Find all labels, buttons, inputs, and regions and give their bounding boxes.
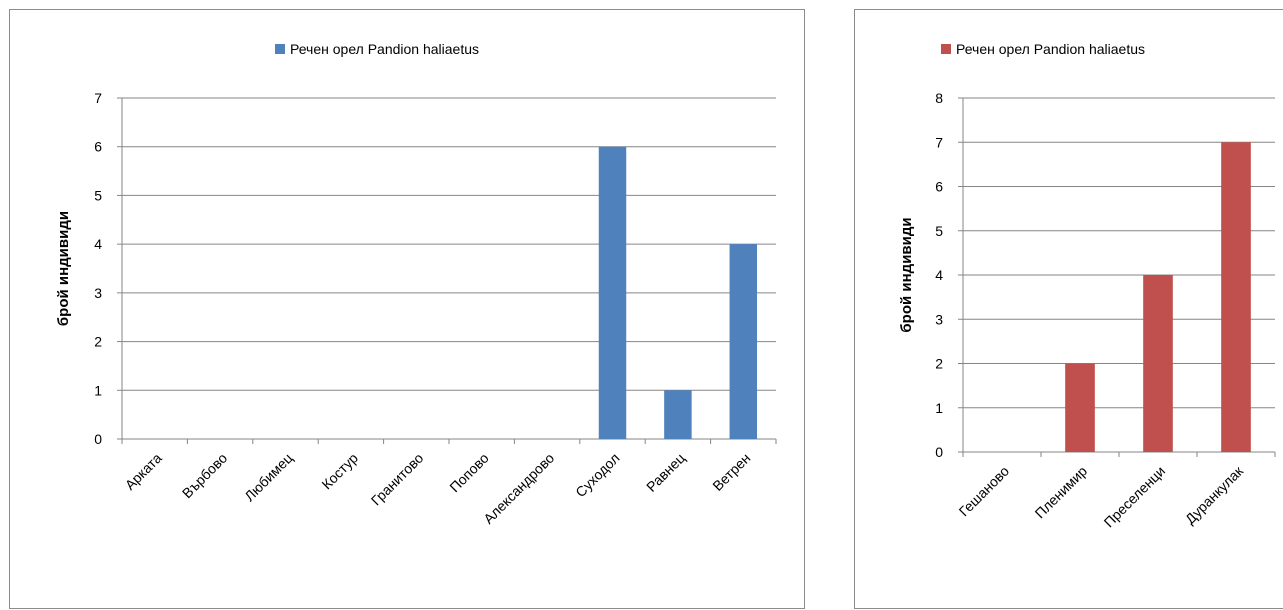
y-tick-label: 0 — [935, 444, 943, 460]
y-tick-label: 6 — [94, 139, 102, 155]
x-tick-label: Дуранкулак — [1182, 462, 1247, 527]
bar-Пленимир — [1065, 363, 1095, 452]
bar-Преселенци — [1143, 275, 1173, 452]
y-tick-label: 7 — [94, 90, 102, 106]
x-tick-label: Костур — [318, 450, 361, 493]
y-tick-label: 5 — [935, 223, 943, 239]
legend-swatch — [941, 44, 951, 54]
y-tick-label: 4 — [94, 236, 102, 252]
legend-label: Речен орел Pandion haliaetus — [956, 41, 1145, 57]
y-tick-label: 1 — [94, 382, 102, 398]
x-tick-label: Арката — [122, 450, 165, 493]
y-tick-label: 1 — [935, 400, 943, 416]
x-tick-label: Гранитово — [368, 450, 427, 509]
x-tick-label: Попово — [446, 450, 492, 496]
y-axis-label: брой индивиди — [898, 217, 915, 332]
x-tick-label: Ветрен — [709, 450, 753, 494]
x-tick-label: Любимец — [241, 450, 295, 504]
bar-Равнец — [664, 390, 692, 439]
y-tick-label: 2 — [94, 334, 102, 350]
x-tick-label: Равнец — [643, 450, 688, 495]
y-tick-label: 0 — [94, 431, 102, 447]
x-tick-label: Суходол — [572, 450, 622, 500]
y-tick-label: 3 — [935, 311, 943, 327]
y-tick-label: 7 — [935, 134, 943, 150]
chart-panel-right: 0 1 2 3 4 5 6 7 8 Гешаново Пленимир Преселенци Дуран… — [854, 9, 1283, 609]
x-tick-label: Гешаново — [956, 463, 1013, 520]
legend-label: Речен орел Pandion haliaetus — [290, 41, 479, 57]
bar-chart-right: 0 1 2 3 4 5 6 7 8 Гешаново Пленимир Преселенци Дуран… — [898, 41, 1276, 531]
y-tick-label: 3 — [94, 285, 102, 301]
y-tick-label: 2 — [935, 356, 943, 372]
y-tick-label: 8 — [935, 90, 943, 106]
legend-swatch — [275, 44, 285, 54]
y-tick-label: 5 — [94, 187, 102, 203]
bar-chart-left: 0 1 2 3 4 5 6 7 Арката Върбово Любимец Костур Гранит… — [55, 41, 777, 527]
bar-Суходол — [598, 146, 627, 439]
y-axis-label: брой индивиди — [55, 211, 72, 326]
bar-Ветрен — [729, 244, 758, 439]
x-tick-label: Преселенци — [1101, 463, 1169, 531]
x-tick-label: Върбово — [179, 450, 231, 502]
chart-panel-left: 0 1 2 3 4 5 6 7 Арката Върбово Любимец Костур Гранит… — [9, 9, 805, 609]
x-tick-label: Пленимир — [1032, 463, 1091, 522]
x-tick-label: Александрово — [480, 450, 557, 527]
bar-Дуранкулак — [1221, 142, 1251, 452]
y-tick-label: 6 — [935, 179, 943, 195]
y-tick-label: 4 — [935, 267, 943, 283]
